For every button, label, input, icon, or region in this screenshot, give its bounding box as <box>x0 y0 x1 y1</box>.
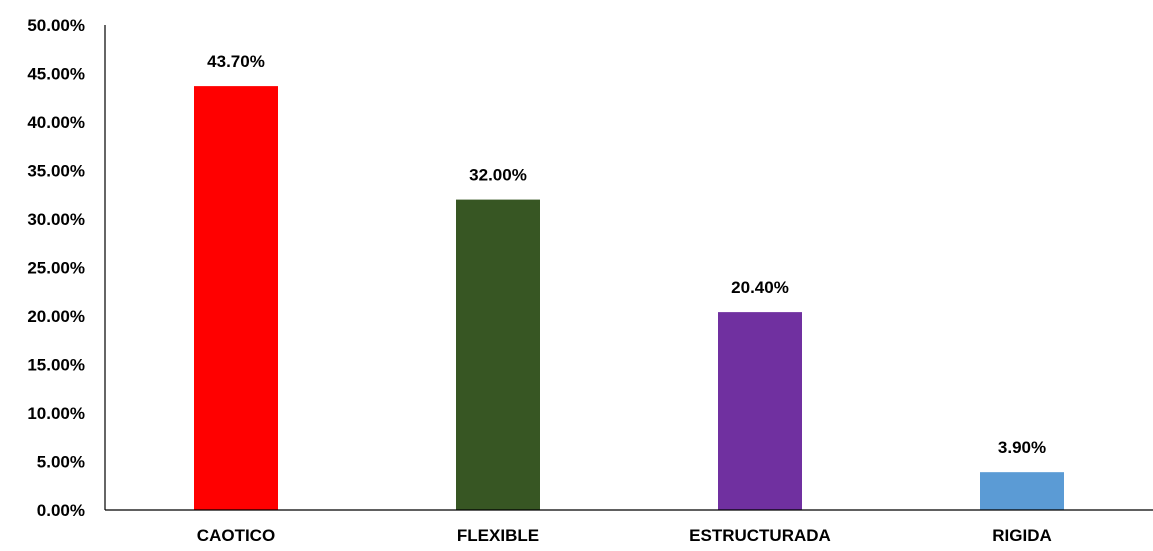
x-category-label: FLEXIBLE <box>457 526 539 545</box>
y-tick-label: 45.00% <box>27 65 85 84</box>
y-tick-label: 30.00% <box>27 210 85 229</box>
bar-caotico <box>194 86 278 511</box>
bar-estructurada <box>718 312 802 510</box>
bars-group <box>194 86 1064 511</box>
y-tick-label: 15.00% <box>27 356 85 375</box>
x-category-label: ESTRUCTURADA <box>689 526 831 545</box>
y-tick-label: 50.00% <box>27 16 85 35</box>
y-tick-label: 40.00% <box>27 113 85 132</box>
data-label: 43.70% <box>207 52 265 71</box>
y-tick-label: 10.00% <box>27 404 85 423</box>
x-category-label: RIGIDA <box>992 526 1052 545</box>
x-category-label: CAOTICO <box>197 526 275 545</box>
bar-flexible <box>456 199 540 510</box>
data-label: 20.40% <box>731 278 789 297</box>
y-tick-label: 35.00% <box>27 162 85 181</box>
data-label: 32.00% <box>469 166 527 185</box>
x-axis-labels: CAOTICO FLEXIBLE ESTRUCTURADA RIGIDA <box>197 526 1052 545</box>
bar-rigida <box>980 472 1064 510</box>
y-tick-label: 25.00% <box>27 259 85 278</box>
y-tick-label: 20.00% <box>27 307 85 326</box>
y-tick-label: 5.00% <box>37 453 85 472</box>
y-tick-label: 0.00% <box>37 501 85 520</box>
data-labels-group: 43.70% 32.00% 20.40% 3.90% <box>207 52 1046 457</box>
data-label: 3.90% <box>998 438 1046 457</box>
y-axis-ticks: 0.00% 5.00% 10.00% 15.00% 20.00% 25.00% 30.00%… <box>27 16 85 520</box>
